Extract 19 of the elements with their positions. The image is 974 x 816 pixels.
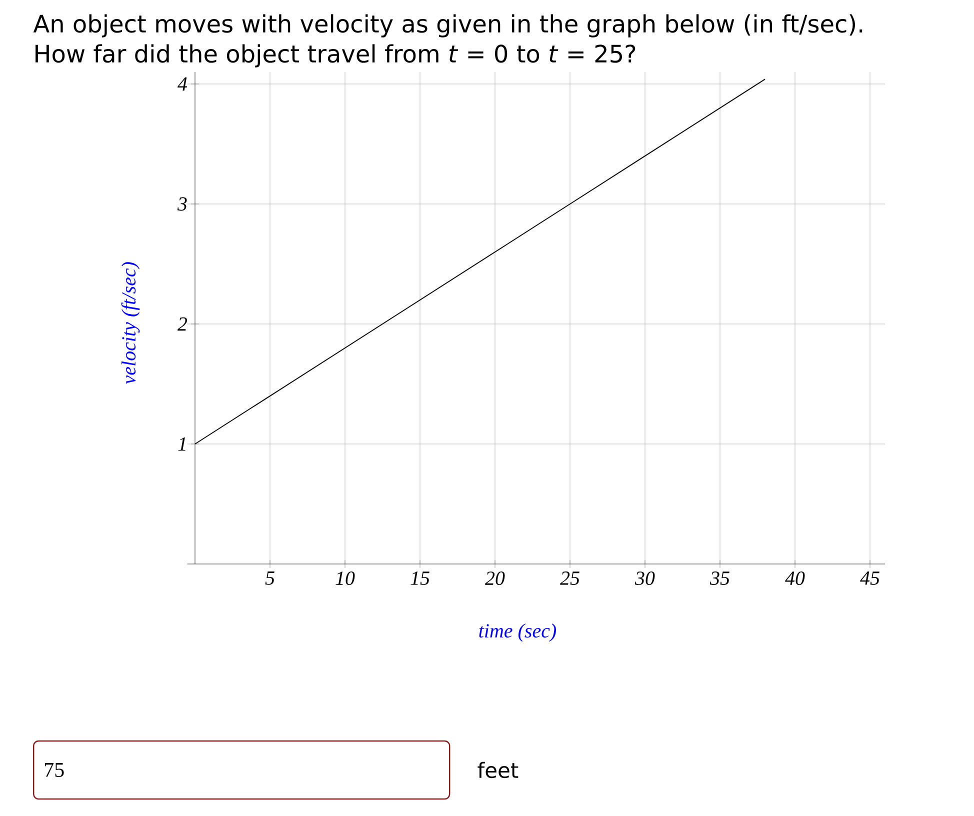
- x-tick-label: 35: [710, 572, 730, 585]
- text: feet: [478, 762, 518, 778]
- chart-title: An object moves with velocity as given in the graph below (in ft/sec).: [33, 14, 862, 38]
- x-tick-label: 10: [336, 572, 355, 586]
- x-tick-label: 25: [560, 572, 580, 585]
- y-tick-label: 4: [178, 77, 188, 91]
- y-axis-title: velocity (ft/sec): [121, 262, 140, 384]
- chart-subtitle: How far did the object travel from t = 0 to t = 25?: [36, 44, 636, 68]
- x-tick-label: 5: [265, 572, 274, 585]
- x-tick-label: 15: [410, 572, 430, 585]
- y-tick-label: 3: [177, 197, 187, 211]
- text: 75: [44, 763, 64, 777]
- x-tick-label: 40: [785, 572, 805, 586]
- x-tick-label: 30: [634, 572, 655, 586]
- y-tick-label: 2: [177, 317, 188, 331]
- x-tick-label: 20: [485, 572, 505, 586]
- y-tick-label: 1: [178, 437, 186, 451]
- x-axis-title: time (sec): [479, 624, 556, 642]
- x-tick-label: 45: [860, 572, 880, 585]
